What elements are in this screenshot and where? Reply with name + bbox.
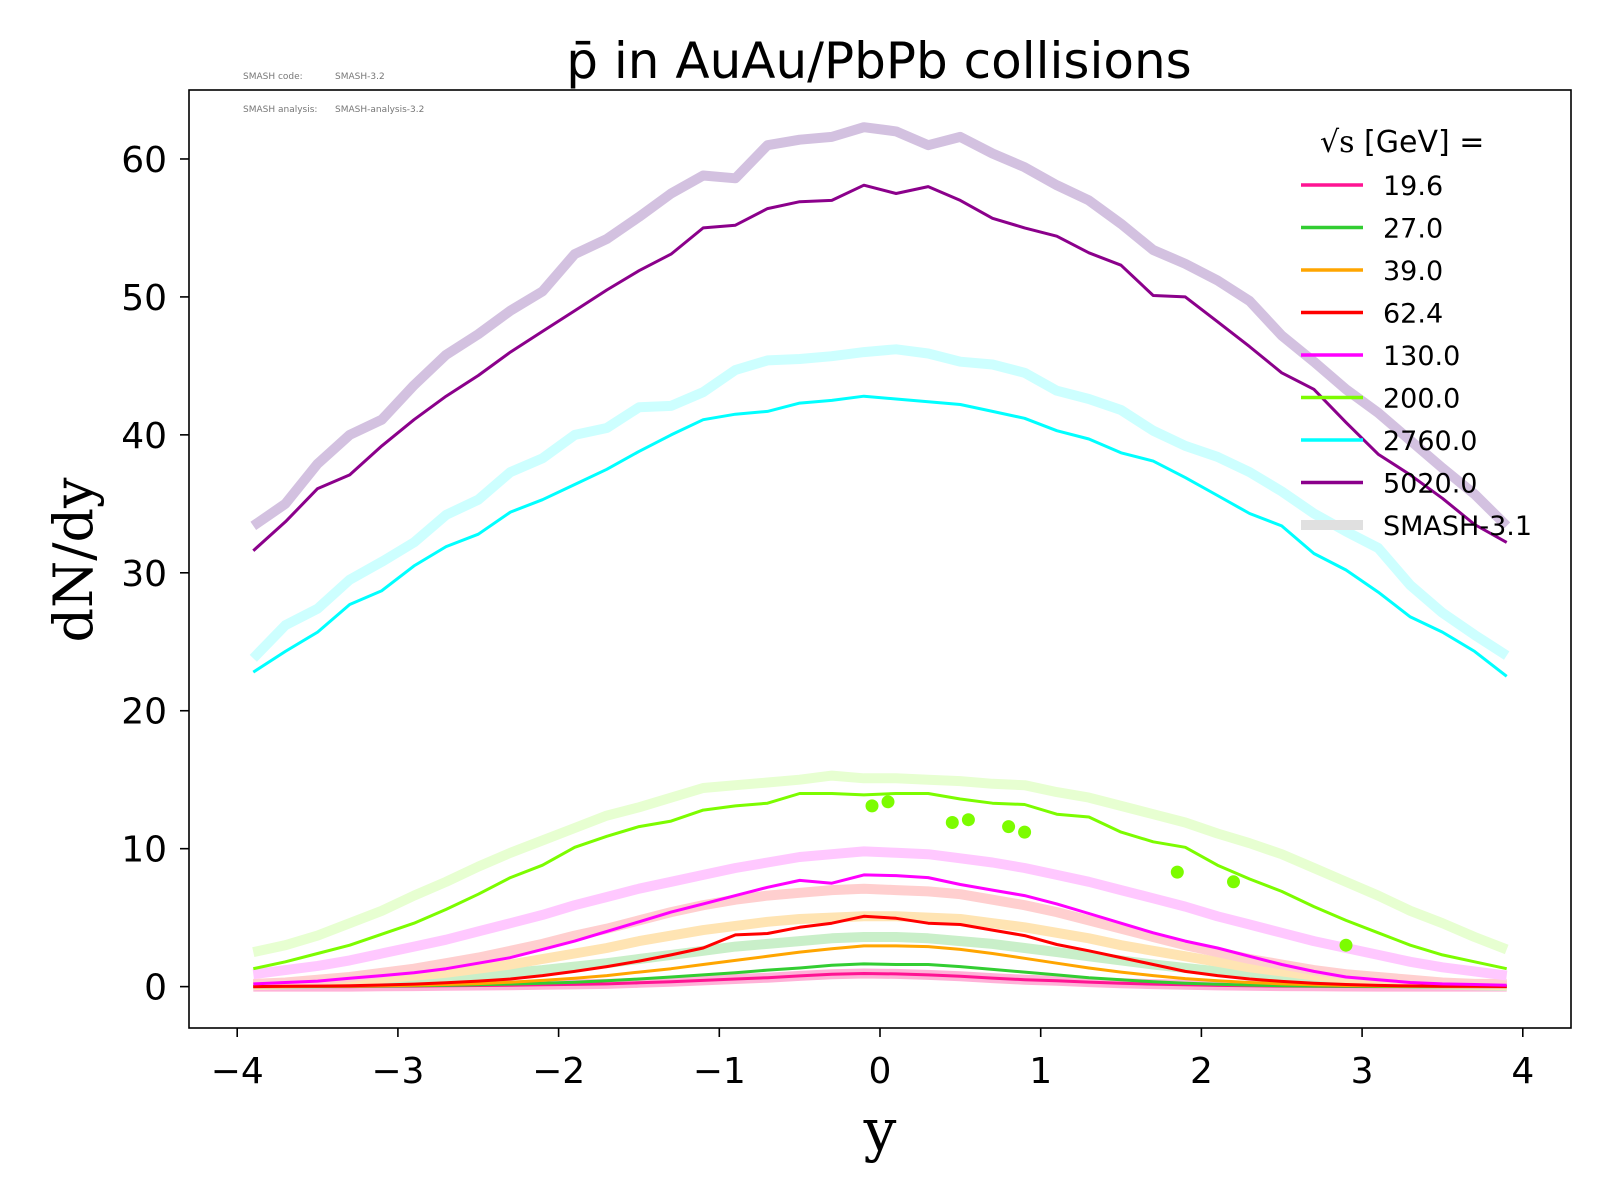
y-axis-label: dN/dy bbox=[42, 477, 105, 643]
data-point-3 bbox=[961, 813, 975, 827]
series-lines bbox=[252, 183, 1508, 989]
data-point-7 bbox=[1227, 875, 1240, 889]
legend-label-5020.0: 5020.0 bbox=[1383, 469, 1477, 500]
y-tick-label: 40 bbox=[121, 416, 167, 457]
reference-line-200.0 bbox=[252, 770, 1509, 957]
x-tick-label: 2 bbox=[1190, 1051, 1213, 1092]
y-tick-label: 0 bbox=[144, 968, 167, 1009]
version-info: SMASH code: SMASH-3.2 SMASH analysis: SMAS… bbox=[243, 50, 424, 127]
y-tick-label: 20 bbox=[121, 692, 167, 733]
data-point-0 bbox=[865, 799, 879, 813]
series-line-130.0 bbox=[253, 873, 1507, 987]
x-tick-label: 3 bbox=[1351, 1051, 1374, 1092]
x-tick-label: 0 bbox=[869, 1051, 892, 1092]
analysis-value: SMASH-analysis-3.2 bbox=[335, 105, 425, 115]
y-tick-label: 10 bbox=[121, 830, 167, 871]
x-tick-label: 4 bbox=[1511, 1051, 1534, 1092]
x-tick-label: 1 bbox=[1029, 1051, 1052, 1092]
y-tick-label: 50 bbox=[121, 278, 167, 319]
legend-label-reference: SMASH-3.1 bbox=[1383, 511, 1532, 542]
x-axis-label: y bbox=[863, 1096, 897, 1164]
y-tick-label: 60 bbox=[121, 140, 167, 181]
experimental-points bbox=[865, 795, 1353, 952]
legend-label-27.0: 27.0 bbox=[1383, 214, 1443, 245]
code-value: SMASH-3.2 bbox=[335, 72, 385, 82]
reference-line-2760.0 bbox=[249, 344, 1510, 662]
reference-line-130.0 bbox=[252, 846, 1508, 981]
legend-title: √s [GeV] = bbox=[1320, 125, 1484, 160]
data-point-4 bbox=[1002, 820, 1016, 834]
code-version-line: SMASH code: SMASH-3.2 bbox=[243, 72, 424, 83]
series-line-200.0 bbox=[252, 792, 1508, 971]
code-label: SMASH code: bbox=[243, 72, 303, 82]
x-axis: −4 −3 −2 −1 0 1 2 3 4 bbox=[211, 1028, 1534, 1092]
x-tick-label: −4 bbox=[211, 1051, 264, 1092]
data-point-1 bbox=[881, 795, 895, 809]
x-tick-label: −3 bbox=[371, 1051, 424, 1092]
analysis-version-line: SMASH analysis: SMASH-analysis-3.2 bbox=[243, 105, 424, 116]
legend-label-62.4: 62.4 bbox=[1383, 299, 1443, 330]
legend: √s [GeV] = 19.6 27.0 39.0 62.4 130.0 200.0 2760… bbox=[1301, 125, 1532, 542]
y-tick-label: 30 bbox=[121, 554, 167, 595]
data-point-2 bbox=[945, 816, 959, 829]
legend-label-130.0: 130.0 bbox=[1383, 341, 1460, 372]
data-point-6 bbox=[1170, 865, 1184, 879]
data-point-5 bbox=[1018, 825, 1032, 839]
x-tick-label: −1 bbox=[693, 1051, 746, 1092]
reference-line-5020.0 bbox=[250, 122, 1511, 531]
chart-title: p̄ in AuAu/PbPb collisions bbox=[566, 32, 1191, 90]
series-line-39.0 bbox=[253, 944, 1507, 989]
data-point-8 bbox=[1339, 938, 1353, 952]
series-line-62.4 bbox=[253, 914, 1507, 989]
x-tick-label: −2 bbox=[532, 1051, 585, 1092]
y-axis: 0 10 20 30 40 50 60 bbox=[121, 140, 189, 1009]
series-line-2760.0 bbox=[252, 394, 1508, 678]
legend-label-19.6: 19.6 bbox=[1383, 171, 1443, 202]
legend-label-2760.0: 2760.0 bbox=[1383, 426, 1477, 457]
legend-label-200.0: 200.0 bbox=[1383, 384, 1460, 415]
series-line-5020.0 bbox=[252, 183, 1508, 552]
legend-label-39.0: 39.0 bbox=[1383, 256, 1443, 287]
analysis-label: SMASH analysis: bbox=[243, 105, 318, 115]
